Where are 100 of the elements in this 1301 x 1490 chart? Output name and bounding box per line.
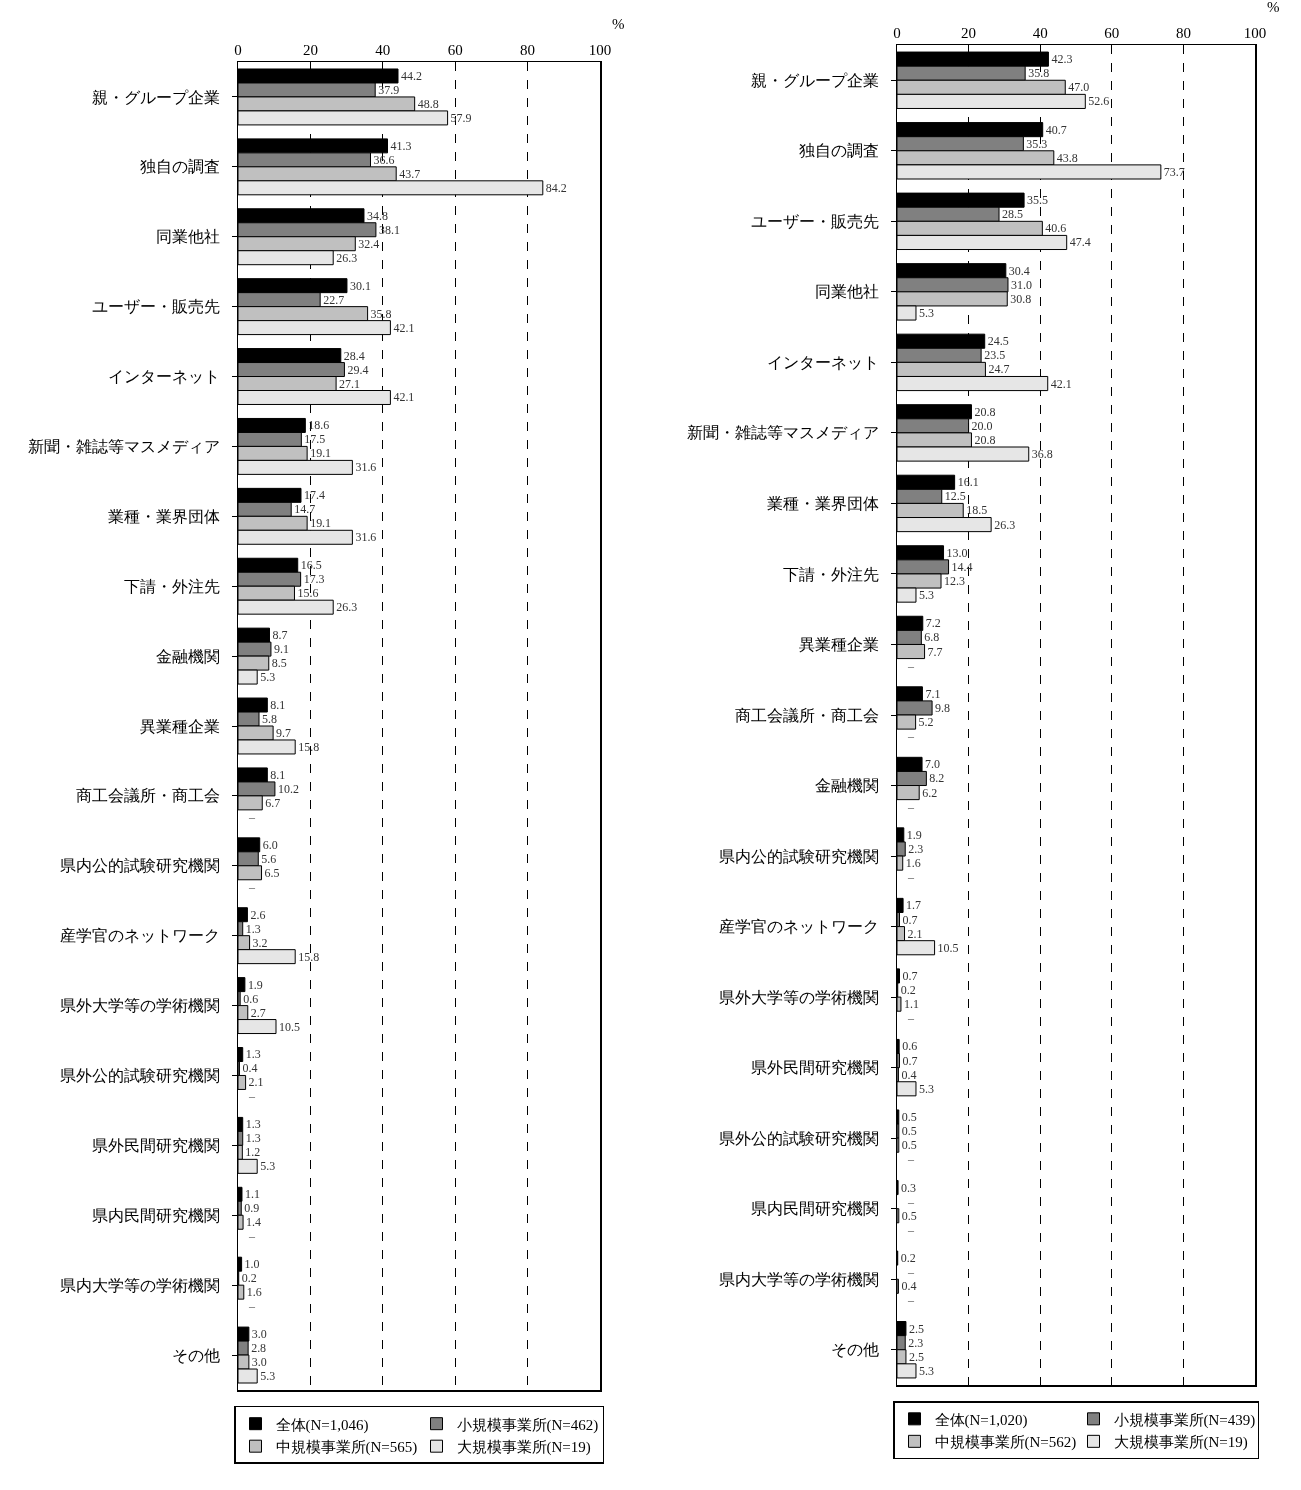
data-label: 2.3	[908, 1335, 924, 1350]
data-label: 20.0	[971, 418, 993, 433]
data-label: 14.7	[294, 502, 316, 517]
y-tick-label: ユーザー・販売先	[751, 212, 880, 230]
data-label: 1.3	[245, 1047, 261, 1062]
y-tick-label: 県内公的試験研究機関	[719, 847, 880, 865]
data-label: 1.9	[906, 827, 922, 842]
y-tick-label: 業種・業界団体	[108, 507, 221, 525]
data-label: 5.3	[918, 588, 934, 603]
y-tick-label: 業種・業界団体	[767, 495, 880, 513]
data-label: 40.6	[1045, 221, 1067, 236]
data-label: 47.4	[1069, 235, 1091, 250]
text: –	[249, 1229, 255, 1243]
data-label: 42.1	[1050, 376, 1072, 391]
data-label: 17.3	[303, 572, 325, 587]
data-label: 30.1	[349, 278, 371, 293]
data-label: 6.0	[262, 837, 278, 852]
data-label: 28.5	[1002, 207, 1024, 222]
data-label: 0.7	[902, 968, 918, 983]
x-tick-label: 60	[1104, 24, 1120, 41]
y-tick-label: 異業種企業	[140, 717, 221, 735]
x-tick-label: 40	[375, 41, 391, 58]
data-label: 0.2	[900, 1251, 916, 1266]
data-label: 10.5	[279, 1019, 300, 1034]
x-axis-title: %	[1267, 0, 1280, 15]
data-label: 10.5	[937, 940, 959, 955]
data-label: 5.3	[260, 670, 276, 685]
data-label: 10.2	[277, 781, 299, 796]
y-tick-label: 商工会議所・商工会	[735, 706, 880, 724]
data-label: 15.8	[298, 949, 320, 964]
y-tick-label: 県内公的試験研究機関	[60, 857, 221, 875]
data-label: 1.3	[245, 1131, 261, 1146]
legend-label: 小規模事業所(N=439)	[1113, 1411, 1256, 1429]
data-label: 31.6	[355, 460, 377, 475]
data-label: 26.3	[994, 517, 1016, 532]
x-tick-label: 40	[1032, 24, 1048, 41]
y-tick-label: 県内民間研究機関	[92, 1206, 221, 1224]
data-label: 8.1	[270, 767, 286, 782]
data-label: 42.1	[393, 320, 415, 335]
data-label: 2.1	[248, 1075, 264, 1090]
text: –	[908, 729, 914, 743]
data-label: 32.4	[358, 236, 380, 251]
x-tick-label: 0	[234, 41, 242, 58]
x-tick-label: 80	[1175, 24, 1191, 41]
data-label: 17.4	[304, 488, 325, 503]
data-label: 0.5	[901, 1138, 917, 1153]
data-label: 16.5	[300, 558, 322, 573]
y-tick-label: 産学官のネットワーク	[60, 927, 221, 945]
data-label: 7.0	[925, 757, 941, 772]
data-label: 8.5	[271, 656, 287, 671]
data-label: 9.7	[276, 725, 292, 740]
y-tick-label: 金融機関	[815, 777, 880, 795]
data-label: 57.9	[450, 110, 472, 125]
x-tick-label: 20	[302, 41, 318, 58]
data-label: 2.5	[908, 1349, 924, 1364]
data-label: 26.3	[336, 250, 358, 265]
y-tick-label: 同業他社	[156, 228, 221, 246]
x-axis-title: %	[612, 16, 625, 32]
data-label: 2.1	[907, 926, 923, 941]
data-label: 2.5	[908, 1321, 924, 1336]
y-tick-label: 下請・外注先	[783, 565, 880, 583]
y-tick-label: 県内民間研究機関	[751, 1200, 880, 1218]
data-label: 8.7	[272, 628, 288, 643]
y-tick-label: 商工会議所・商工会	[76, 787, 221, 805]
data-label: 31.0	[1010, 277, 1032, 292]
legend-label: 小規模事業所(N=462)	[456, 1416, 599, 1434]
data-label: 0.9	[244, 1201, 260, 1216]
x-tick-label: 100	[1243, 24, 1267, 41]
data-label: 36.8	[1031, 447, 1053, 462]
y-tick-label: 県外公的試験研究機関	[719, 1129, 880, 1147]
data-label: 27.1	[339, 376, 361, 391]
data-label: 5.8	[262, 712, 277, 726]
data-label: 0.5	[901, 1208, 917, 1223]
data-label: 18.5	[966, 503, 988, 518]
data-label: 73.7	[1163, 164, 1185, 179]
data-label: 3.0	[251, 1327, 267, 1342]
data-label: 1.3	[245, 921, 261, 936]
data-label: 35.8	[1028, 66, 1050, 81]
data-label: 35.5	[1027, 193, 1049, 208]
data-label: 15.8	[298, 739, 320, 754]
data-label: 23.5	[984, 348, 1006, 363]
data-label: 26.3	[336, 600, 358, 615]
y-tick-label: 新聞・雑誌等マスメディア	[28, 438, 221, 456]
data-label: 29.4	[347, 362, 369, 377]
y-tick-label: 県内大学等の学術機関	[60, 1276, 221, 1294]
data-label: 41.3	[390, 138, 412, 153]
y-tick-label: 独自の調査	[799, 142, 880, 160]
y-tick-label: 親・グループ企業	[92, 88, 221, 106]
data-label: 6.8	[924, 630, 940, 645]
text: –	[908, 1011, 914, 1025]
x-tick-label: 0	[893, 24, 901, 41]
y-tick-label: その他	[172, 1346, 221, 1364]
data-label: 14.4	[951, 559, 973, 574]
x-tick-label: 20	[961, 24, 977, 41]
text: –	[908, 659, 914, 673]
data-label: 1.3	[245, 1117, 261, 1132]
data-label: 9.8	[935, 700, 951, 715]
data-label: 12.5	[944, 489, 966, 504]
data-label: 0.2	[900, 983, 916, 998]
text: –	[249, 1299, 255, 1313]
